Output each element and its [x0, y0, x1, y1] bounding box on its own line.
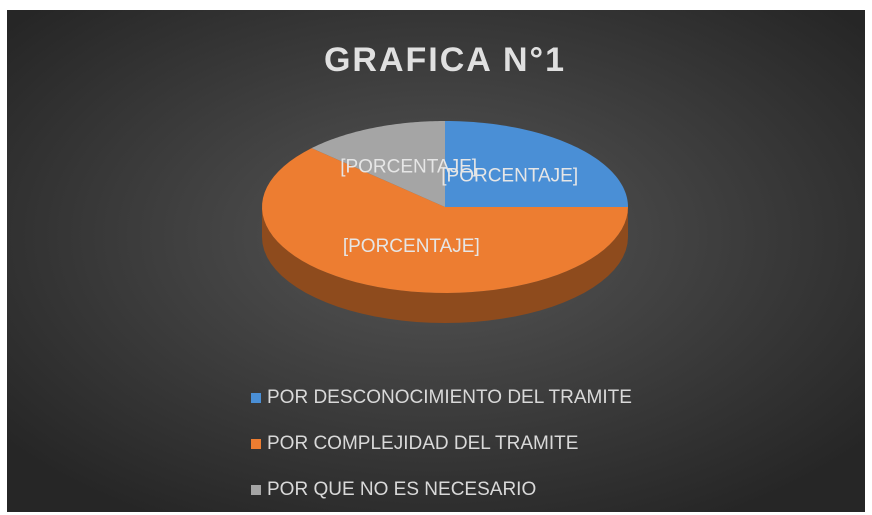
legend-swatch: [251, 485, 261, 495]
slice-side: [262, 207, 628, 323]
data-label: [PORCENTAJE]: [441, 166, 578, 187]
legend-label: POR DESCONOCIMIENTO DEL TRAMITE: [267, 387, 632, 408]
data-label: [PORCENTAJE]: [340, 157, 477, 178]
data-label: [PORCENTAJE]: [343, 236, 480, 257]
chart-title: GRAFICA N°1: [324, 41, 566, 79]
legend-swatch: [251, 393, 261, 403]
legend-swatch: [251, 439, 261, 449]
legend-label: POR QUE NO ES NECESARIO: [267, 479, 536, 500]
pie-slice: [445, 121, 628, 207]
pie-slice: [311, 121, 445, 207]
legend-label: POR COMPLEJIDAD DEL TRAMITE: [267, 433, 578, 454]
pie-slice: [262, 148, 628, 293]
